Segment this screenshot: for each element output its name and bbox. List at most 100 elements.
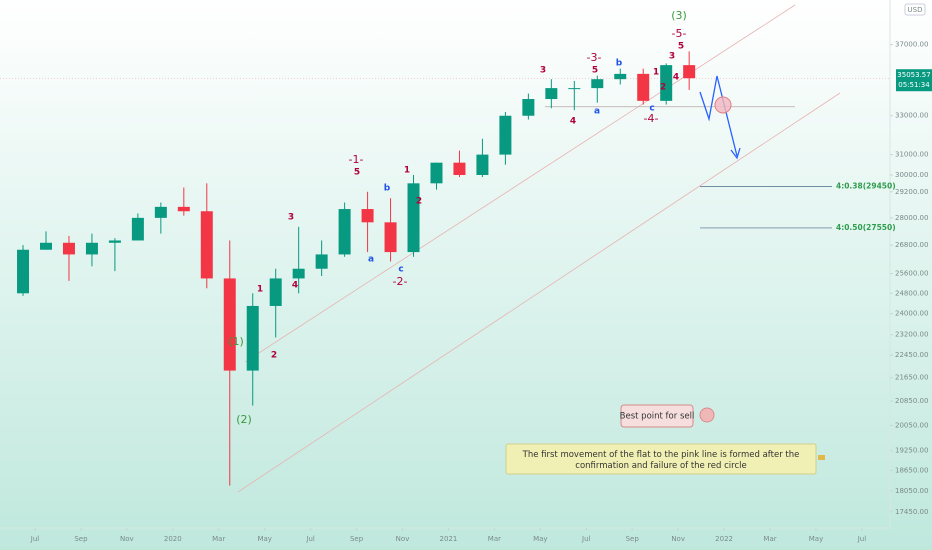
wave-label: b — [616, 59, 623, 69]
x-tick-label: Nov — [120, 535, 134, 543]
wave-label: -3- — [587, 51, 602, 64]
candle-body — [614, 73, 627, 80]
x-tick-label: Mar — [488, 535, 501, 543]
wave-label: -2- — [393, 275, 408, 288]
candle-body — [338, 209, 351, 255]
candle-body — [131, 217, 144, 241]
wave-label: (2) — [236, 413, 252, 426]
wave-label: c — [649, 104, 654, 114]
wave-label: a — [594, 107, 600, 117]
x-tick-label: Mar — [212, 535, 225, 543]
wave-label: 1 — [653, 68, 659, 78]
wave-label: 5 — [592, 66, 598, 76]
wave-label: -5- — [672, 27, 687, 40]
x-tick-label: Sep — [626, 535, 640, 543]
x-tick-label: Jul — [581, 535, 591, 543]
y-tick-label: 24000.00 — [895, 310, 928, 318]
candle-body — [568, 88, 581, 90]
candle-body — [223, 278, 236, 371]
y-tick-label: 24800.00 — [895, 289, 928, 297]
candle-body — [62, 242, 75, 255]
x-tick-label: Sep — [350, 535, 364, 543]
wave-label: 5 — [678, 42, 684, 52]
y-tick-label: 20050.00 — [895, 421, 928, 429]
wave-label: 5 — [354, 168, 360, 178]
y-tick-label: 30000.00 — [895, 171, 928, 179]
y-tick-label: 18050.00 — [895, 487, 928, 495]
explanation-note: The first movement of the flat to the pi… — [522, 450, 800, 471]
y-tick-label: 19250.00 — [895, 447, 928, 455]
y-tick-label: 33000.00 — [895, 112, 928, 120]
candle-body — [361, 209, 374, 223]
wave-label: 1 — [404, 166, 410, 176]
candle-body — [246, 305, 259, 371]
fib-label: 4:0.50(27550) — [836, 223, 896, 232]
wave-label: (3) — [671, 9, 687, 22]
y-tick-label: 37000.00 — [895, 41, 928, 49]
x-tick-label: May — [257, 535, 271, 543]
candle-body — [407, 183, 420, 253]
red-circle — [714, 96, 732, 114]
wave-label: -4- — [644, 112, 659, 125]
wave-label: (1) — [228, 335, 244, 348]
x-tick-label: May — [533, 535, 547, 543]
candle-body — [430, 162, 443, 184]
y-tick-label: 22450.00 — [895, 351, 928, 359]
y-tick-label: 25600.00 — [895, 270, 928, 278]
wave-label: 1 — [257, 285, 263, 295]
fib-label: 4:0.38(29450) — [836, 181, 896, 190]
wave-label: 2 — [416, 197, 422, 207]
candle-body — [17, 249, 30, 294]
candle-body — [85, 242, 98, 255]
candle-body — [269, 278, 282, 306]
y-tick-label: 20850.00 — [895, 397, 928, 405]
x-tick-label: Nov — [396, 535, 410, 543]
x-tick-label: Jul — [857, 535, 867, 543]
candle-body — [545, 88, 558, 100]
wave-label: 3 — [540, 66, 546, 76]
wave-label: a — [368, 255, 374, 265]
y-tick-label: 31000.00 — [895, 151, 928, 159]
candle-body — [683, 65, 696, 79]
currency: USD — [908, 6, 923, 14]
y-tick-label: 21650.00 — [895, 374, 928, 382]
x-tick-label: 2021 — [440, 535, 458, 543]
candle-body — [499, 115, 512, 155]
y-tick-label: 17450.00 — [895, 508, 928, 516]
x-tick-label: Jul — [30, 535, 40, 543]
x-tick-label: Mar — [763, 535, 776, 543]
projection-path — [699, 75, 738, 157]
x-tick-label: May — [809, 535, 823, 543]
wave-label: 4 — [292, 281, 298, 291]
wave-label: b — [384, 184, 391, 194]
last-price-tag — [896, 69, 932, 92]
countdown: 05:51:34 — [898, 81, 930, 89]
wave-label: c — [398, 265, 403, 275]
wave-label: 2 — [271, 351, 277, 361]
candle-body — [522, 99, 535, 116]
x-tick-label: 2022 — [715, 535, 733, 543]
candle-body — [40, 242, 52, 250]
candle-body — [384, 222, 397, 253]
explanation-box — [505, 443, 817, 475]
channel-upper — [244, 4, 796, 363]
sell-note: Best point for sell — [620, 412, 695, 422]
wave-label: -1- — [349, 153, 364, 166]
lock-icon — [818, 455, 825, 460]
wave-label: 2 — [660, 83, 666, 93]
wave-label: 4 — [570, 117, 576, 127]
x-tick-label: 2020 — [164, 535, 182, 543]
candle-body — [660, 65, 673, 101]
y-tick-label: 28000.00 — [895, 214, 928, 222]
y-tick-label: 29200.00 — [895, 188, 928, 196]
last-price-label: 35053.57 — [897, 71, 930, 79]
candle-body — [476, 154, 489, 175]
y-tick-label: 18650.00 — [895, 466, 928, 474]
wave-label: 4 — [673, 73, 679, 83]
sell-circle — [699, 407, 715, 423]
wave-label: 3 — [669, 52, 675, 62]
candle-body — [177, 206, 190, 212]
candle-body — [453, 162, 466, 175]
candle-body — [315, 254, 328, 269]
currency-box — [904, 3, 926, 16]
